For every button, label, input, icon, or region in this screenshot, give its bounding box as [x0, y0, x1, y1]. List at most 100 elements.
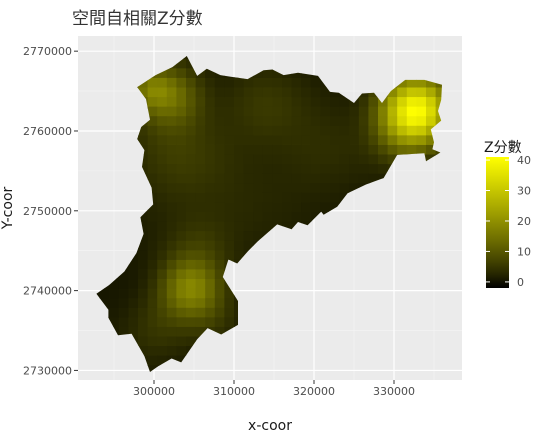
heat-cell: [301, 96, 312, 107]
y-tick-label: 2740000: [23, 285, 72, 298]
heat-cell: [378, 154, 388, 165]
heat-cell: [176, 192, 187, 203]
heat-cell: [157, 278, 168, 289]
heat-cell: [147, 297, 158, 308]
heat-cell: [147, 240, 158, 251]
heat-cell: [157, 125, 168, 136]
heat-cell: [214, 115, 225, 126]
heat-cell: [195, 221, 206, 232]
heat-cell: [195, 316, 206, 327]
heat-cell: [301, 211, 312, 222]
heat-cell: [176, 326, 187, 337]
heat-cell: [224, 87, 235, 98]
heat-cell: [224, 134, 235, 145]
heat-cell: [243, 173, 254, 184]
heat-cell: [272, 192, 283, 203]
heat-cell: [176, 240, 187, 251]
heat-cell: [224, 163, 235, 174]
heat-cell: [368, 96, 379, 107]
heat-cell: [109, 307, 120, 318]
legend-colorbar: [486, 157, 509, 288]
heat-cell: [243, 211, 254, 222]
heat-cell: [166, 96, 177, 107]
heat-cell: [339, 154, 350, 165]
heat-cell: [157, 192, 168, 203]
heat-cell: [224, 288, 235, 299]
heat-cell: [147, 316, 158, 327]
heat-cell: [291, 211, 302, 222]
heat-cell: [301, 144, 312, 155]
heat-cell: [330, 144, 340, 155]
heat-cell: [214, 77, 225, 88]
heat-cell: [387, 106, 398, 117]
y-tick-label: 2770000: [23, 45, 72, 58]
heat-cell: [272, 173, 283, 184]
heat-cell: [157, 202, 168, 212]
heat-cell: [253, 230, 264, 241]
legend-tick-label: 10: [517, 245, 531, 258]
heat-cell: [176, 77, 187, 88]
heat-cell: [378, 106, 388, 117]
heat-cell: [186, 134, 196, 145]
heat-cell: [176, 87, 187, 98]
heat-cell: [358, 96, 369, 107]
legend-tick-label: 20: [517, 215, 531, 228]
x-tick-label: 320000: [293, 385, 335, 398]
x-axis-title: x-coor: [248, 418, 292, 434]
heat-cell: [176, 316, 187, 327]
heat-cell: [282, 182, 292, 193]
heat-cell: [291, 182, 302, 193]
heat-cell: [147, 326, 158, 337]
heat-cell: [349, 144, 360, 155]
heat-cell: [147, 345, 158, 356]
heat-cell: [243, 240, 254, 251]
heat-cell: [214, 163, 225, 174]
heat-cell: [186, 202, 196, 212]
heat-cell: [426, 87, 436, 98]
heat-cell: [166, 163, 177, 174]
heat-cell: [291, 173, 302, 184]
heat-cell: [214, 307, 225, 318]
heat-cell: [205, 259, 216, 270]
heat-cell: [138, 278, 148, 289]
heat-cell: [406, 77, 417, 88]
heat-cell: [224, 240, 235, 251]
heat-cell: [205, 211, 216, 222]
heat-cell: [176, 355, 187, 366]
heat-cell: [157, 288, 168, 299]
heat-cell: [243, 154, 254, 165]
heat-cell: [157, 240, 168, 251]
heat-cell: [339, 134, 350, 145]
heat-cell: [234, 77, 244, 88]
heat-cell: [176, 96, 187, 107]
heat-cell: [147, 115, 158, 126]
legend-tick-label: 40: [517, 154, 531, 167]
heat-cell: [291, 154, 302, 165]
heat-cell: [243, 182, 254, 193]
heat-cell: [195, 144, 206, 155]
heat-cell: [349, 134, 360, 145]
heat-cell: [426, 134, 436, 145]
heat-cell: [243, 144, 254, 155]
heat-cell: [368, 163, 379, 174]
heat-cell: [291, 87, 302, 98]
heat-cell: [243, 115, 254, 126]
heat-cell: [426, 125, 436, 136]
heat-cell: [147, 364, 158, 372]
heat-cell: [166, 269, 177, 280]
heat-cell: [214, 230, 225, 241]
heat-cell: [195, 288, 206, 299]
heat-cell: [291, 202, 302, 212]
heat-cell: [301, 115, 312, 126]
heat-cell: [186, 115, 196, 126]
heat-cell: [282, 77, 292, 88]
heat-cell: [291, 106, 302, 117]
heat-cell: [378, 163, 388, 174]
heat-cell: [234, 115, 244, 126]
heat-cell: [320, 115, 331, 126]
heat-cell: [397, 87, 408, 98]
heat-cell: [186, 316, 196, 327]
heat-cell: [262, 182, 273, 193]
heat-cell: [272, 211, 283, 222]
heat-cell: [214, 297, 225, 308]
